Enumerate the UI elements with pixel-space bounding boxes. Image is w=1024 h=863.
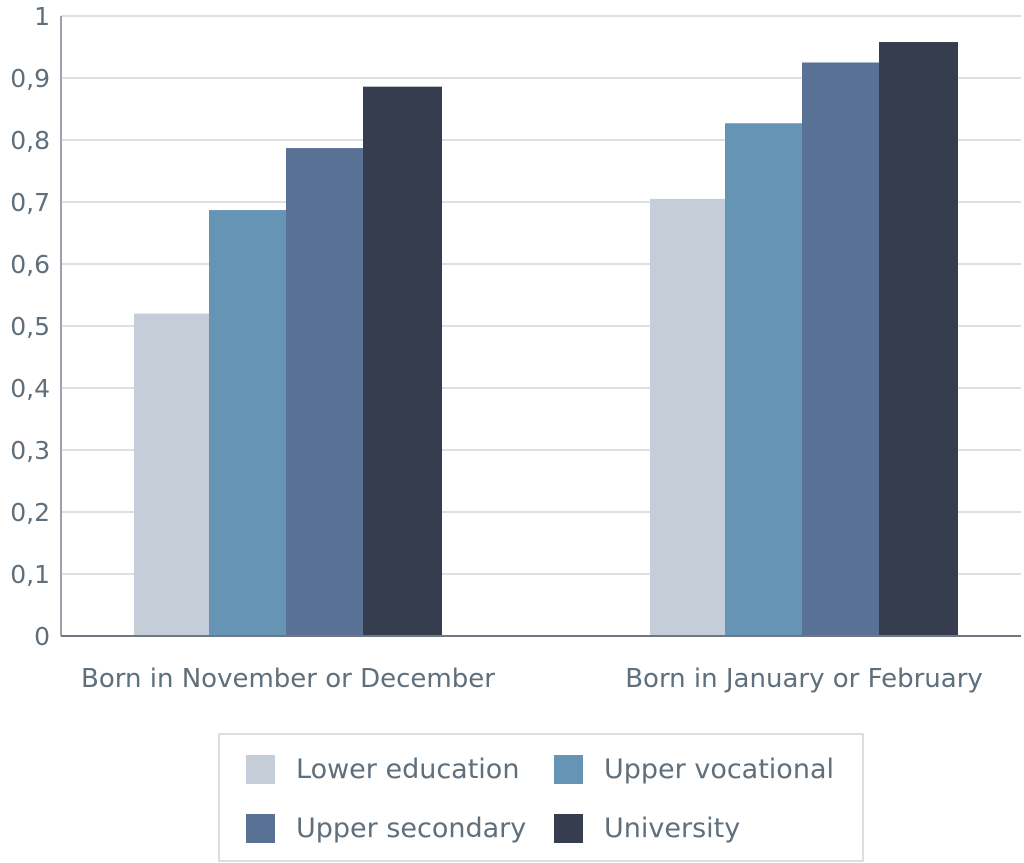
y-tick-label: 0 xyxy=(34,622,50,651)
bar-upper-vocational xyxy=(209,210,286,636)
legend-swatch xyxy=(554,814,583,843)
y-tick-label: 0,2 xyxy=(10,498,50,527)
legend-swatch xyxy=(554,755,583,784)
legend-label: Lower education xyxy=(296,754,519,785)
bar-lower-education xyxy=(134,313,209,636)
y-tick-label: 0,4 xyxy=(10,374,50,403)
x-category-label: Born in November or December xyxy=(81,664,495,694)
legend: Lower education Upper vocational Upper sec… xyxy=(218,733,864,862)
y-tick-label: 0,6 xyxy=(10,250,50,279)
y-axis-tick-labels: 0 0,1 0,2 0,3 0,4 0,5 0,6 0,7 0,8 0,9 1 xyxy=(10,2,50,651)
legend-swatch xyxy=(246,755,275,784)
bar-university xyxy=(363,86,442,637)
bar-university xyxy=(879,42,958,637)
bar-lower-education xyxy=(650,198,725,636)
y-tick-label: 1 xyxy=(34,2,50,31)
legend-label: University xyxy=(604,813,740,844)
y-tick-label: 0,3 xyxy=(10,436,50,465)
y-tick-label: 0,1 xyxy=(10,560,50,589)
legend-box xyxy=(218,733,864,862)
bar-upper-secondary xyxy=(286,148,363,636)
bars xyxy=(134,42,958,637)
y-tick-label: 0,7 xyxy=(10,188,50,217)
bar-upper-secondary xyxy=(802,62,879,636)
legend-label: Upper secondary xyxy=(296,813,526,844)
x-axis-category-labels: Born in November or December Born in Janu… xyxy=(81,664,983,694)
legend-swatch xyxy=(246,814,275,843)
y-tick-label: 0,8 xyxy=(10,126,50,155)
y-tick-label: 0,5 xyxy=(10,312,50,341)
bar-upper-vocational xyxy=(725,123,802,636)
x-category-label: Born in January or February xyxy=(625,664,983,694)
legend-label: Upper vocational xyxy=(604,754,834,785)
y-tick-label: 0,9 xyxy=(10,64,50,93)
